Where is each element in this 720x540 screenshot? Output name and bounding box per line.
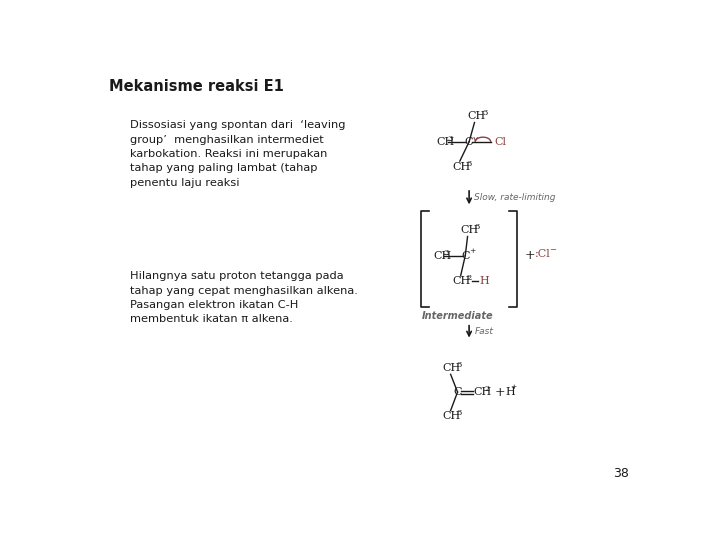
Text: +: + <box>525 249 535 262</box>
Text: Fast: Fast <box>474 327 493 336</box>
Text: +: + <box>510 383 517 392</box>
Text: CH: CH <box>452 162 471 172</box>
Text: Mekanisme reaksi E1: Mekanisme reaksi E1 <box>109 79 284 93</box>
Text: 2: 2 <box>467 274 472 282</box>
Text: :Cl: :Cl <box>535 249 551 259</box>
Text: 3: 3 <box>467 160 472 168</box>
Text: +: + <box>469 247 475 255</box>
Text: Cl: Cl <box>495 137 506 147</box>
Text: Intermediate: Intermediate <box>422 311 493 321</box>
Text: CH: CH <box>437 137 455 147</box>
Text: CH: CH <box>442 411 461 421</box>
Text: C: C <box>454 387 462 397</box>
Text: Hilangnya satu proton tetangga pada
tahap yang cepat menghasilkan alkena.
Pasang: Hilangnya satu proton tetangga pada taha… <box>130 271 358 325</box>
Text: C: C <box>461 251 469 261</box>
Text: 3: 3 <box>456 361 462 369</box>
Text: −: − <box>549 246 556 254</box>
Text: H: H <box>505 387 515 397</box>
Text: CH: CH <box>468 111 486 122</box>
Text: 2: 2 <box>485 385 490 393</box>
Text: +: + <box>495 386 505 399</box>
Text: CH: CH <box>460 225 478 235</box>
Text: 38: 38 <box>613 467 629 480</box>
Text: Slow, rate-limiting: Slow, rate-limiting <box>474 193 556 202</box>
Text: C: C <box>465 137 473 147</box>
Text: 3: 3 <box>482 109 487 117</box>
Text: H: H <box>479 276 489 286</box>
Text: CH: CH <box>433 251 451 261</box>
Text: 3: 3 <box>474 223 480 231</box>
Text: 3: 3 <box>444 249 449 256</box>
Text: 3: 3 <box>448 134 453 143</box>
Text: 3: 3 <box>456 409 462 417</box>
Text: Dissosiasi yang spontan dari  ‘leaving
group’  menghasilkan intermediet
karbokat: Dissosiasi yang spontan dari ‘leaving gr… <box>130 120 346 188</box>
Text: CH: CH <box>474 387 492 397</box>
Text: CH: CH <box>452 276 471 286</box>
Text: CH: CH <box>442 363 461 373</box>
